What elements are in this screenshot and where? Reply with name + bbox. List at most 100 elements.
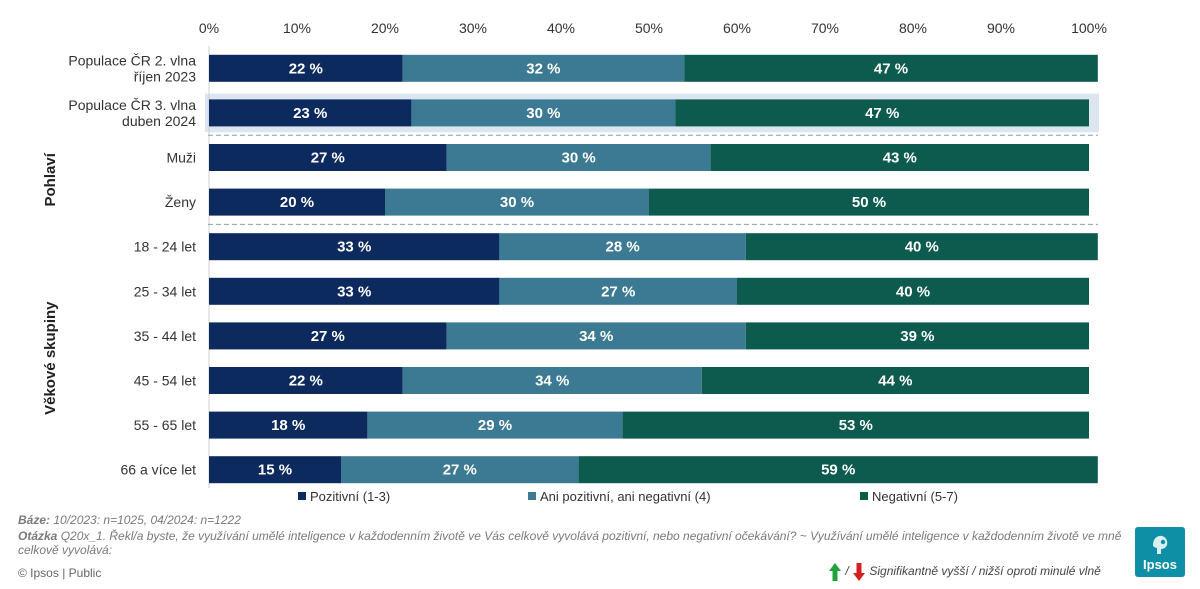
bar-segment [710, 144, 1089, 171]
row-label: 66 a více let [121, 462, 197, 478]
bar-data-label: 34 % [579, 328, 613, 345]
bar-data-label: 22 % [289, 60, 323, 77]
row-label-line: 55 - 65 let [134, 417, 196, 433]
bar-segment [209, 233, 500, 261]
bar-data-label: 15 % [258, 462, 292, 479]
row-label-line: 45 - 54 let [134, 373, 196, 389]
bar-segment [209, 367, 403, 394]
row-label-line: Muži [166, 150, 196, 166]
bar-data-label: 27 % [601, 283, 635, 300]
bar-segment [209, 99, 412, 127]
significance-text: Signifikantně vyšší / nižší oproti minul… [869, 564, 1101, 579]
legend-swatch-negative [860, 492, 868, 500]
copyright: © Ipsos | Public [18, 566, 102, 580]
bar-data-label: 47 % [874, 60, 908, 77]
row-label-line: Populace ČR 3. vlna [68, 97, 196, 113]
bar-data-label: 53 % [839, 417, 873, 434]
bar-segment [737, 277, 1089, 305]
row-label-line: 66 a více let [121, 462, 197, 478]
row-label-line: duben 2024 [122, 113, 196, 129]
row-label: Populace ČR 3. vlna duben 2024 [68, 97, 196, 129]
row-label-line: 18 - 24 let [134, 239, 196, 255]
legend-label-negative: Negativní (5-7) [872, 489, 958, 504]
x-tick-label: 80% [899, 20, 927, 36]
row-label: 25 - 34 let [134, 283, 196, 299]
bar-data-label: 32 % [526, 60, 560, 77]
stacked-bar-chart: 0% 10% 20% 30% 40% 50% 60% 70% 80% 90% 100% 22 % 32… [42, 20, 1107, 488]
bar-segment [446, 144, 711, 171]
row-label: 35 - 44 let [134, 328, 196, 344]
x-tick-label: 90% [987, 20, 1015, 36]
row-label: 18 - 24 let [134, 239, 196, 255]
bar-data-label: 23 % [293, 105, 327, 122]
bar-segment [745, 233, 1098, 261]
bar-data-label: 33 % [337, 283, 371, 300]
bar-segment [622, 411, 1089, 439]
row-label: 55 - 65 let [134, 417, 196, 433]
legend-swatch-positive [298, 492, 306, 500]
logo-mark-icon [1153, 535, 1168, 554]
base-label: Báze: [18, 513, 51, 527]
logo-text: Ipsos [1143, 557, 1177, 572]
base-note: Báze: 10/2023: n=1025, 04/2024: n=1222 [18, 513, 241, 527]
x-tick-label: 70% [811, 20, 839, 36]
legend-item-negative: Negativní (5-7) [860, 489, 958, 504]
bar-data-label: 47 % [865, 105, 899, 122]
row-label-line: Populace ČR 2. vlna [68, 52, 196, 68]
legend-swatch-neutral [528, 492, 536, 500]
bar-data-label: 44 % [878, 373, 912, 390]
question-note: Otázka Q20x_1. Řekl/a byste, že využíván… [18, 529, 1138, 557]
x-tick-label: 0% [199, 20, 219, 36]
bar-data-label: 30 % [526, 105, 560, 122]
bar-segment [341, 456, 579, 484]
significance-separator: / [845, 564, 849, 579]
bar-segment [209, 144, 447, 171]
bar-segment [649, 188, 1089, 216]
bar-data-label: 27 % [311, 328, 345, 345]
bar-segment [209, 188, 385, 216]
bar-data-label: 40 % [905, 239, 939, 256]
bar-segment [745, 322, 1089, 350]
group-label: Věkové skupiny [42, 301, 59, 415]
bar-segment [684, 54, 1098, 82]
bar-data-label: 27 % [311, 150, 345, 167]
row-label: Populace ČR 2. vlna říjen 2023 [68, 52, 196, 84]
bar-segment [209, 456, 341, 484]
bar-segment [402, 54, 685, 82]
bar-segment [402, 367, 702, 394]
question-text: Q20x_1. Řekl/a byste, že využívání umělé… [18, 529, 1122, 557]
ipsos-logo: Ipsos [1135, 527, 1185, 577]
bar-data-label: 18 % [271, 417, 305, 434]
row-label-line: 25 - 34 let [134, 283, 196, 299]
x-tick-label: 20% [371, 20, 399, 36]
bar-data-label: 34 % [535, 373, 569, 390]
legend-item-neutral: Ani pozitivní, ani negativní (4) [528, 489, 711, 504]
row-label: Ženy [165, 194, 196, 210]
bar-segment [209, 411, 368, 439]
bar-segment [385, 188, 649, 216]
up-arrow-icon [829, 563, 841, 581]
bar-segment [446, 322, 746, 350]
bar-data-label: 20 % [280, 194, 314, 211]
bar-segment [367, 411, 623, 439]
bar-segment [578, 456, 1098, 484]
legend: Pozitivní (1-3) Ani pozitivní, ani negat… [0, 489, 1200, 507]
bar-segment [701, 367, 1089, 394]
x-tick-label: 60% [723, 20, 751, 36]
bar-data-label: 50 % [852, 194, 886, 211]
bar-data-label: 29 % [478, 417, 512, 434]
bar-segment [411, 99, 676, 127]
group-label: Pohlaví [42, 152, 59, 206]
bar-segment [675, 99, 1089, 127]
row-label: 45 - 54 let [134, 373, 196, 389]
x-tick-label: 40% [547, 20, 575, 36]
bar-data-label: 59 % [821, 462, 855, 479]
bar-data-label: 27 % [443, 462, 477, 479]
bar-data-label: 39 % [900, 328, 934, 345]
row-label-line: 35 - 44 let [134, 328, 196, 344]
row-label-line: říjen 2023 [134, 68, 196, 84]
question-label: Otázka [18, 529, 58, 543]
bar-segment [209, 277, 500, 305]
down-arrow-icon [853, 563, 866, 581]
bar-data-label: 22 % [289, 373, 323, 390]
